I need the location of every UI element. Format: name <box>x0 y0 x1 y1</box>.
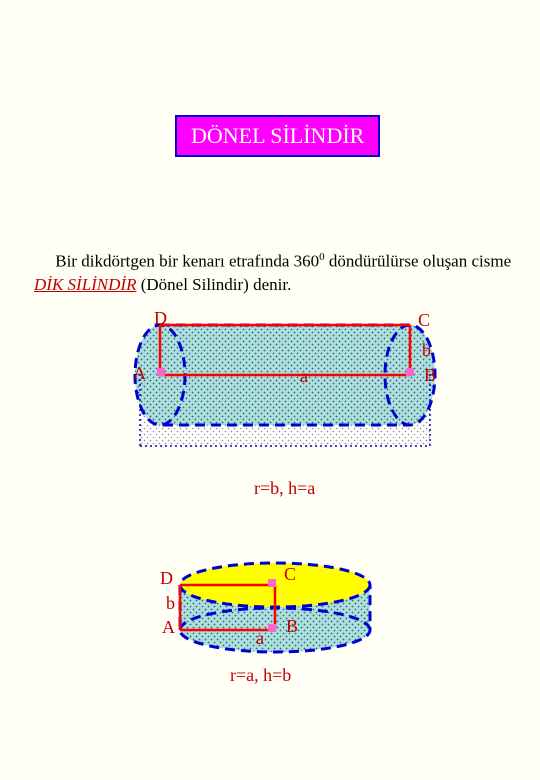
diagram-cylinder-horizontal <box>110 310 470 470</box>
para-p2: döndürülürse oluşan cisme <box>325 252 512 271</box>
label-b2: b <box>166 593 175 614</box>
label-C1: C <box>418 310 430 331</box>
label-a1: a <box>300 366 308 387</box>
page-title: DÖNEL SİLİNDİR <box>175 115 380 157</box>
intro-paragraph: Bir dikdörtgen bir kenarı etrafında 3600… <box>34 250 514 297</box>
para-term: DİK SİLİNDİR <box>34 275 136 294</box>
caption-2: r=a, h=b <box>230 665 291 686</box>
label-A2: A <box>162 617 175 638</box>
label-B2: B <box>286 616 298 637</box>
label-D2: D <box>160 568 173 589</box>
label-b1: b <box>422 340 431 361</box>
label-B1: B <box>424 365 436 386</box>
caption-1: r=b, h=a <box>254 478 315 499</box>
label-C2: C <box>284 564 296 585</box>
label-D1: D <box>154 308 167 329</box>
para-p3: (Dönel Silindir) denir. <box>136 275 291 294</box>
label-A1: A <box>133 363 146 384</box>
label-a2: a <box>256 628 264 649</box>
para-p1: Bir dikdörtgen bir kenarı etrafında 360 <box>55 252 319 271</box>
